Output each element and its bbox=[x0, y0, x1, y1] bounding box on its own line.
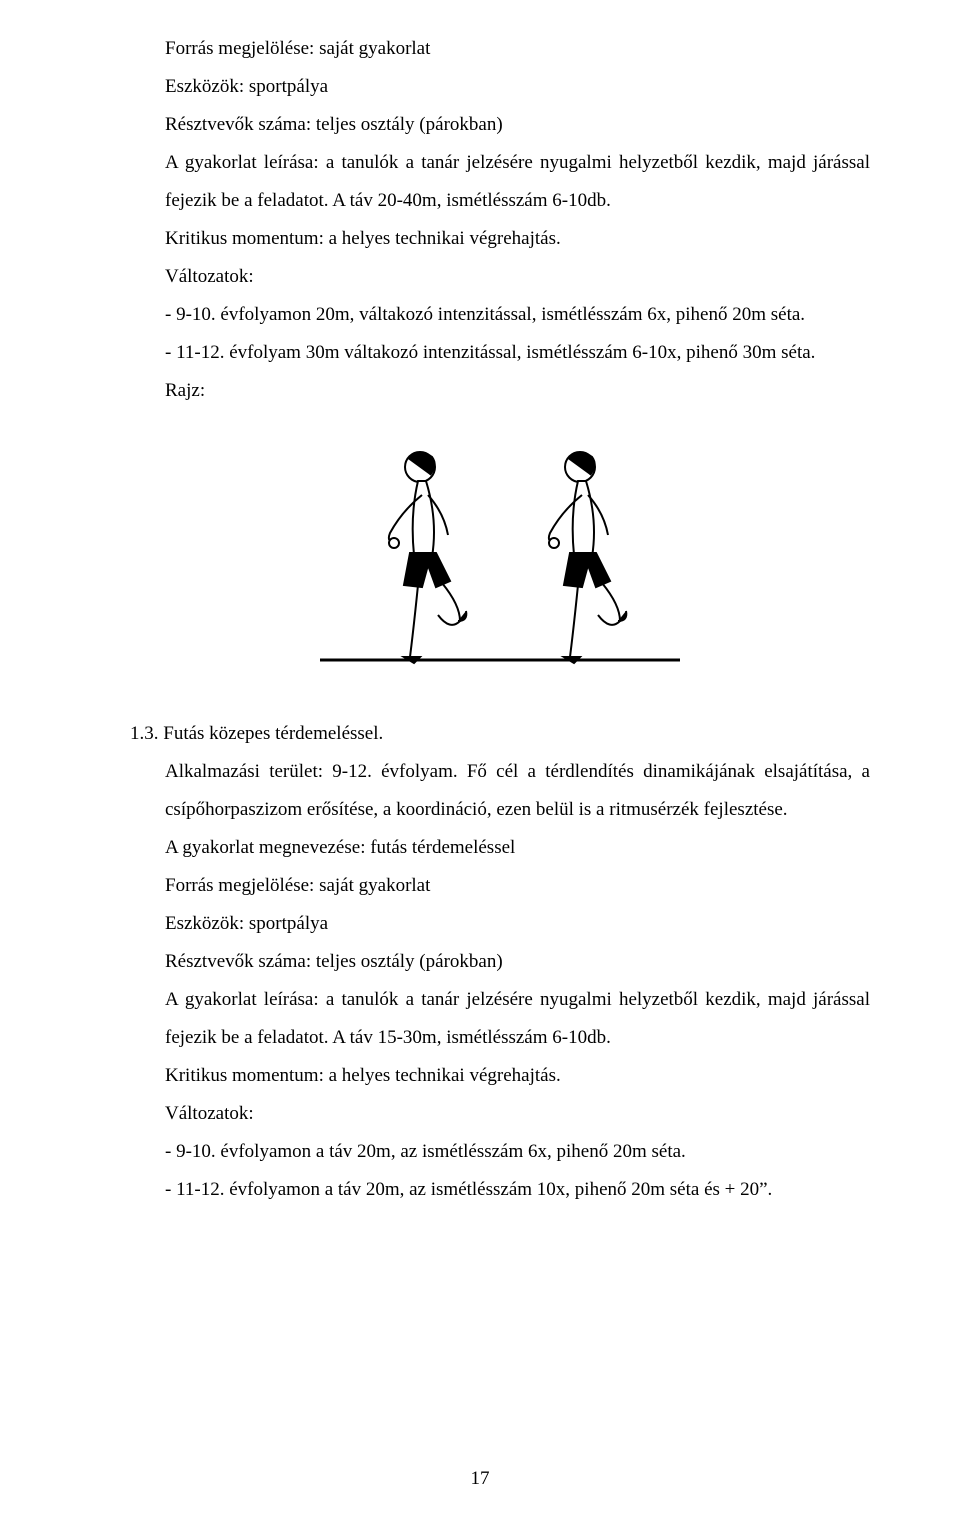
body-text: A gyakorlat leírása: a tanulók a tanár j… bbox=[130, 144, 870, 220]
body-text: Résztvevők száma: teljes osztály (párokb… bbox=[130, 106, 870, 144]
body-text: Kritikus momentum: a helyes technikai vé… bbox=[130, 1057, 870, 1095]
body-text: - 11-12. évfolyamon a táv 20m, az ismétl… bbox=[130, 1171, 870, 1209]
page-number: 17 bbox=[0, 1468, 960, 1490]
body-text: Kritikus momentum: a helyes technikai vé… bbox=[130, 220, 870, 258]
body-text: Alkalmazási terület: 9-12. évfolyam. Fő … bbox=[130, 753, 870, 829]
section-heading: 1.3. Futás közepes térdemeléssel. bbox=[130, 715, 870, 753]
body-text: Rajz: bbox=[130, 372, 870, 410]
body-text: Forrás megjelölése: saját gyakorlat bbox=[130, 867, 870, 905]
body-text: - 9-10. évfolyamon 20m, váltakozó intenz… bbox=[130, 296, 870, 334]
body-text: Eszközök: sportpálya bbox=[130, 905, 870, 943]
body-text: Változatok: bbox=[130, 1095, 870, 1133]
body-text: A gyakorlat leírása: a tanulók a tanár j… bbox=[130, 981, 870, 1057]
body-text: A gyakorlat megnevezése: futás térdemelé… bbox=[130, 829, 870, 867]
page-container: Forrás megjelölése: saját gyakorlat Eszk… bbox=[0, 0, 960, 1515]
body-text: Változatok: bbox=[130, 258, 870, 296]
runner-illustration bbox=[310, 425, 690, 685]
exercise-figure bbox=[130, 425, 870, 690]
body-text: - 9-10. évfolyamon a táv 20m, az ismétlé… bbox=[130, 1133, 870, 1171]
body-text: Forrás megjelölése: saját gyakorlat bbox=[130, 30, 870, 68]
body-text: Résztvevők száma: teljes osztály (párokb… bbox=[130, 943, 870, 981]
body-text: Eszközök: sportpálya bbox=[130, 68, 870, 106]
body-text: - 11-12. évfolyam 30m váltakozó intenzit… bbox=[130, 334, 870, 372]
